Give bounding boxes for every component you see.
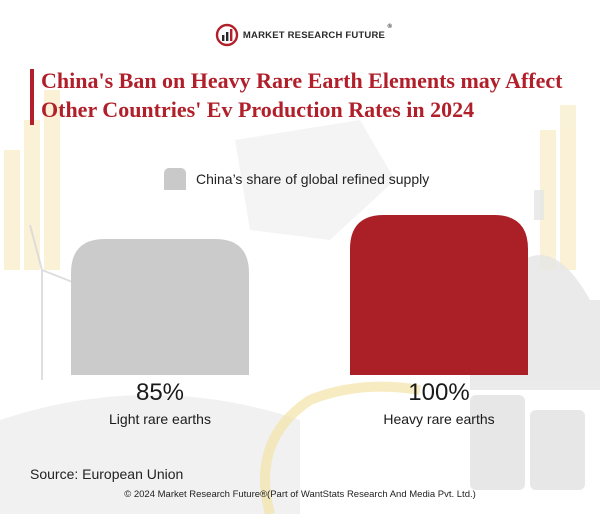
legend-label: China’s share of global refined supply — [196, 171, 430, 187]
title-accent-bar — [30, 69, 34, 125]
mrf-logo-icon — [215, 23, 239, 47]
value-label: 100% — [408, 379, 469, 406]
chart-legend: China’s share of global refined supply — [164, 168, 429, 190]
copyright-footer: © 2024 Market Research Future®(Part of W… — [124, 489, 476, 500]
bar-chart-svg: 85% Light rare earths 100% Heavy rare earth… — [71, 215, 528, 427]
category-label: Light rare earths — [109, 411, 211, 427]
category-label: Heavy rare earths — [383, 411, 494, 427]
bar-heavy-rare-earths — [350, 215, 528, 375]
bar-chart: 85% Light rare earths 100% Heavy rare earth… — [0, 200, 600, 440]
source-note: Source: European Union — [30, 466, 184, 482]
bar-light-rare-earths — [71, 239, 249, 375]
value-label: 85% — [136, 379, 184, 406]
legend-swatch — [164, 168, 186, 190]
brand-name: MARKET RESEARCH FUTURE ® — [242, 23, 393, 41]
page-title: China's Ban on Heavy Rare Earth Elements… — [41, 68, 563, 122]
brand-logo: MARKET RESEARCH FUTURE ® — [0, 20, 600, 50]
